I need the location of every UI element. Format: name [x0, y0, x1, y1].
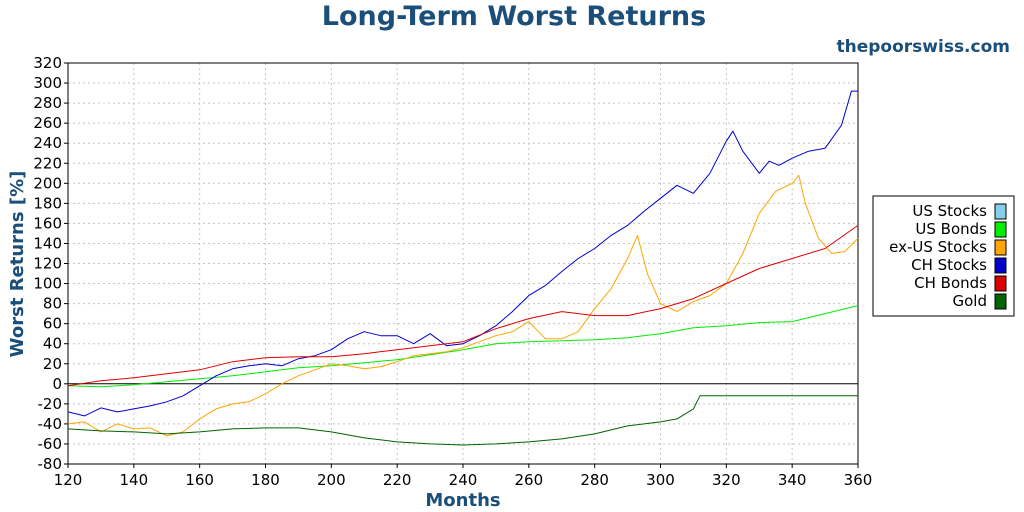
- series-line-ex-us-stocks: [67, 174, 859, 437]
- legend-swatch: [994, 275, 1007, 292]
- series-line-us-bonds: [67, 305, 859, 388]
- y-tick-label: -60: [38, 435, 63, 453]
- legend-label: Gold: [953, 292, 988, 310]
- y-tick-label: -40: [38, 415, 63, 433]
- y-tick-label: 180: [33, 194, 62, 212]
- x-tick-label: 200: [317, 471, 346, 489]
- x-tick-label: 280: [580, 471, 609, 489]
- legend-swatch: [994, 293, 1007, 310]
- y-tick-label: 20: [43, 355, 62, 373]
- y-tick-label: 120: [33, 255, 62, 273]
- y-tick-label: 60: [43, 315, 62, 333]
- y-tick-label: 160: [33, 214, 62, 232]
- y-tick-label: 140: [33, 234, 62, 252]
- y-tick-label: 300: [33, 74, 62, 92]
- y-tick-label: -20: [38, 395, 63, 413]
- grid-lines: [68, 62, 858, 465]
- y-tick-label: 320: [33, 54, 62, 72]
- axes: -80 -60 -40 -20 0 20 40 60 80 100 120 140 160 180 200 2…: [33, 54, 872, 489]
- series-line-gold: [67, 395, 858, 446]
- x-tick-label: 140: [120, 471, 149, 489]
- y-tick-label: 40: [43, 335, 62, 353]
- source-label: thepoorswiss.com: [837, 37, 1011, 57]
- y-tick-label: 100: [33, 275, 62, 293]
- chart-title: Long-Term Worst Returns: [322, 1, 706, 32]
- series-line-ch-bonds: [67, 224, 859, 387]
- y-tick-label: 80: [43, 295, 62, 313]
- x-tick-label: 320: [712, 471, 741, 489]
- y-tick-label: -80: [38, 455, 63, 473]
- legend-box: [872, 195, 1015, 317]
- y-tick-label: 200: [33, 174, 62, 192]
- legend-label: US Stocks: [912, 202, 987, 220]
- x-tick-label: 120: [54, 471, 83, 489]
- legend-label: ex-US Stocks: [889, 238, 987, 256]
- y-tick-label: 0: [52, 375, 62, 393]
- x-tick-label: 360: [844, 471, 873, 489]
- x-tick-label: 240: [449, 471, 478, 489]
- y-tick-label: 240: [33, 134, 62, 152]
- y-tick-label: 260: [33, 114, 62, 132]
- y-axis-label: Worst Returns [%]: [7, 171, 28, 358]
- y-tick-label: 280: [33, 94, 62, 112]
- y-tick-label: 220: [33, 154, 62, 172]
- x-tick-label: 160: [185, 471, 214, 489]
- legend-label: CH Stocks: [911, 256, 987, 274]
- x-tick-label: 260: [515, 471, 544, 489]
- series-lines: [67, 90, 859, 446]
- legend-swatch: [994, 239, 1007, 256]
- legend-label: US Bonds: [915, 220, 987, 238]
- legend-swatch: [994, 221, 1007, 238]
- x-tick-label: 300: [646, 471, 675, 489]
- legend-label: CH Bonds: [914, 274, 987, 292]
- legend-swatch: [994, 203, 1007, 220]
- x-tick-label: 220: [383, 471, 412, 489]
- legend-swatch: [994, 257, 1007, 274]
- x-tick-label: 180: [251, 471, 280, 489]
- series-line-ch-stocks: [67, 90, 858, 417]
- x-tick-label: 340: [778, 471, 807, 489]
- x-axis-label: Months: [425, 490, 500, 511]
